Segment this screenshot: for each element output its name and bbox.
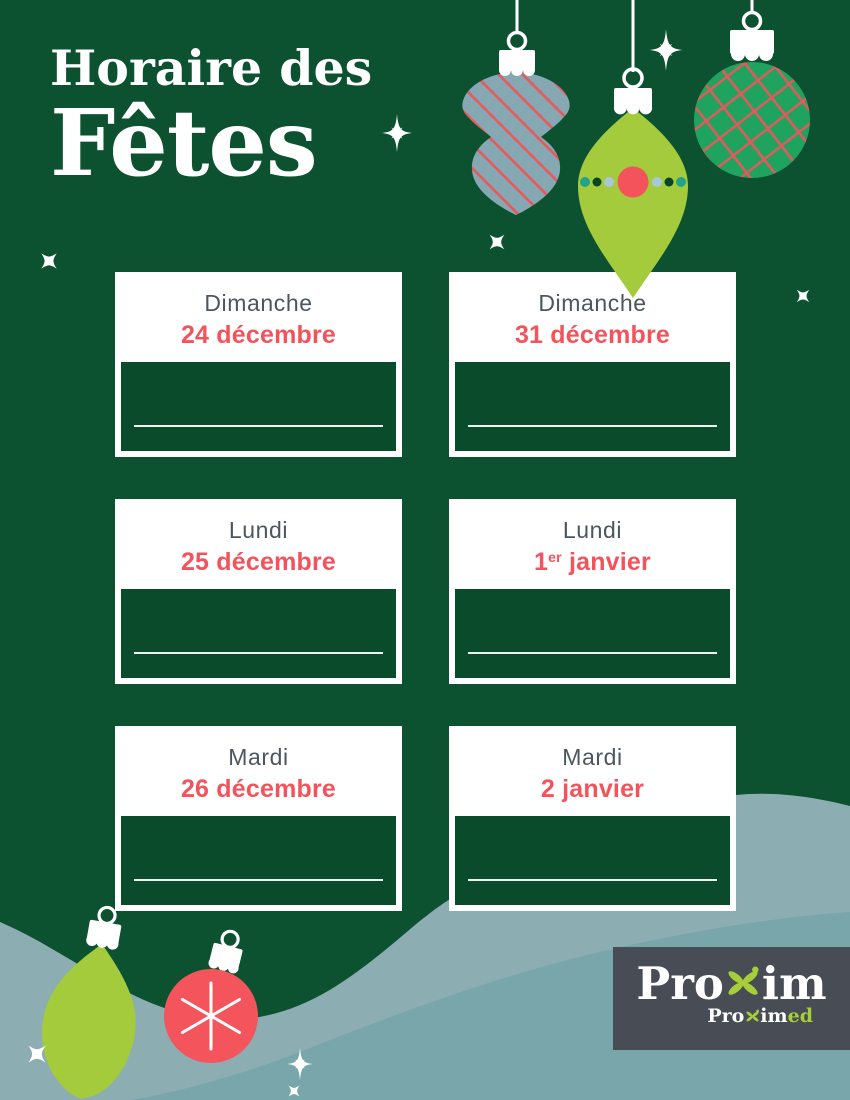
hours-blank-line <box>134 425 383 427</box>
sublogo-text-pro: Pro <box>707 1005 745 1027</box>
card-date-label: 31 décembre <box>449 321 736 350</box>
date-text: 26 décembre <box>180 775 337 803</box>
page-title: Horaire des Fêtes <box>50 39 373 198</box>
x-star-icon <box>33 245 65 277</box>
proxim-x-flower-icon <box>728 966 759 995</box>
hours-slot <box>455 589 730 678</box>
date-text: 31 décembre <box>514 321 671 349</box>
schedule-card-dec25: Lundi 25 décembre <box>115 499 402 684</box>
schedule-card-dec24: Dimanche 24 décembre <box>115 272 402 457</box>
date-rest: janvier <box>561 548 651 576</box>
x-star-icon <box>482 227 512 257</box>
hours-blank-line <box>468 652 717 654</box>
hours-blank-line <box>134 879 383 881</box>
hours-slot <box>121 816 396 905</box>
card-date-label: 1er janvier <box>449 548 736 577</box>
hours-slot <box>121 362 396 451</box>
title-line2: Fêtes <box>50 89 318 198</box>
date-text: 24 décembre <box>180 321 337 349</box>
plaid-ball-ornament <box>694 0 810 178</box>
schedule-card-jan1: Lundi 1er janvier <box>449 499 736 684</box>
card-day-label: Lundi <box>228 517 289 543</box>
card-date-label: 2 janvier <box>449 775 736 804</box>
hours-blank-line <box>468 879 717 881</box>
sparkle-star-icon <box>287 1047 313 1081</box>
card-day-label: Dimanche <box>204 290 313 316</box>
date-text: 1 <box>534 548 549 576</box>
date-text: 25 décembre <box>180 548 337 576</box>
hours-slot <box>121 589 396 678</box>
card-day-label: Dimanche <box>538 290 647 316</box>
schedule-card-dec31: Dimanche 31 décembre <box>449 272 736 457</box>
proxim-wordmark: Pro im <box>613 961 850 1006</box>
x-star-icon <box>283 1080 305 1100</box>
hours-slot <box>455 816 730 905</box>
leaf-ornament <box>578 0 688 298</box>
card-date-label: 24 décembre <box>115 321 402 350</box>
x-star-icon <box>790 283 816 309</box>
x-star-icon <box>19 1036 55 1072</box>
schedule-card-dec26: Mardi 26 décembre <box>115 726 402 911</box>
card-date-label: 25 décembre <box>115 548 402 577</box>
proxim-logo: Pro im Pro <box>613 947 850 1050</box>
schedule-card-jan2: Mardi 2 janvier <box>449 726 736 911</box>
sublogo-text-im: im <box>760 1005 788 1027</box>
title-line1: Horaire des <box>50 39 373 97</box>
leaf-dots <box>580 166 686 198</box>
proximed-x-flower-icon <box>746 1009 759 1022</box>
card-day-label: Lundi <box>562 517 623 543</box>
teardrop-ornament <box>41 905 136 1099</box>
card-day-label: Mardi <box>228 744 289 770</box>
hours-slot <box>455 362 730 451</box>
snowflake-icon <box>180 981 242 1051</box>
date-sup: er <box>548 549 562 565</box>
hours-blank-line <box>134 652 383 654</box>
card-date-label: 26 décembre <box>115 775 402 804</box>
logo-text-pro: Pro <box>636 957 724 1010</box>
card-day-label: Mardi <box>562 744 623 770</box>
date-text: 2 janvier <box>540 775 645 803</box>
sparkle-star-icon <box>382 114 412 152</box>
hours-blank-line <box>468 425 717 427</box>
logo-text-im: im <box>761 957 827 1010</box>
sublogo-text-ed: ed <box>787 1005 813 1027</box>
sparkle-star-icon <box>649 29 683 71</box>
striped-finial-ornament <box>462 0 570 215</box>
snowflake-ball-ornament <box>164 929 258 1063</box>
